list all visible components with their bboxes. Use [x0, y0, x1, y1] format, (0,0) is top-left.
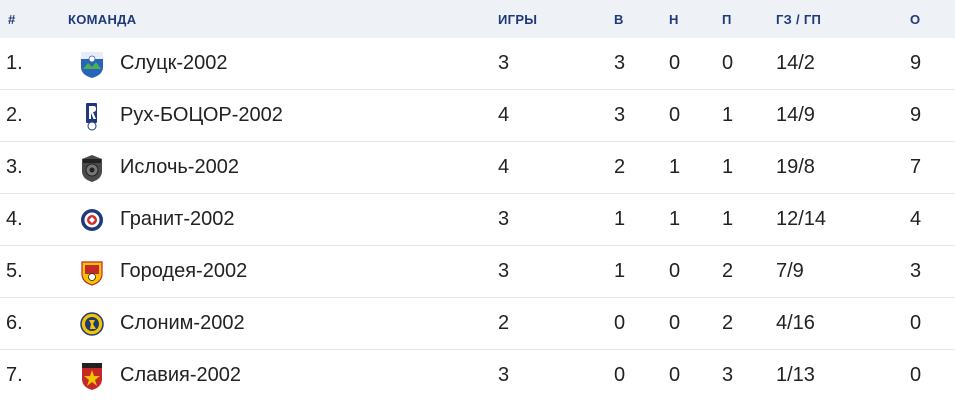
games-played: 4: [498, 104, 510, 126]
team-name[interactable]: Слуцк-2002: [120, 52, 228, 74]
draws: 1: [669, 156, 681, 178]
wins: 3: [614, 52, 626, 74]
goals: 1/13: [776, 364, 815, 386]
table-row[interactable]: 2. Рух-БОЦОР-2002 4 3 0 1 14/9 9: [0, 90, 955, 142]
losses: 3: [722, 364, 734, 386]
slavia-logo: [68, 361, 116, 391]
goals: 12/14: [776, 208, 827, 230]
points: 4: [910, 208, 922, 230]
header-losses[interactable]: П: [722, 11, 732, 27]
draws: 0: [669, 104, 681, 126]
team-name[interactable]: Слоним-2002: [120, 312, 245, 334]
draws: 0: [669, 312, 681, 334]
draws: 1: [669, 208, 681, 230]
losses: 2: [722, 312, 734, 334]
table-row[interactable]: 4. Гранит-2002 3 1 1 1 12/14 4: [0, 194, 955, 246]
header-team[interactable]: КОМАНДА: [68, 11, 137, 27]
row-position: 7.: [6, 364, 23, 386]
table-header: # КОМАНДА ИГРЫ В Н П ГЗ / ГП О: [0, 0, 955, 38]
losses: 2: [722, 260, 734, 282]
games-played: 4: [498, 156, 510, 178]
points: 0: [910, 364, 922, 386]
goals: 4/16: [776, 312, 815, 334]
points: 7: [910, 156, 922, 178]
losses: 1: [722, 104, 734, 126]
losses: 0: [722, 52, 734, 74]
row-position: 6.: [6, 312, 23, 334]
row-position: 3.: [6, 156, 23, 178]
row-position: 4.: [6, 208, 23, 230]
header-draws[interactable]: Н: [669, 11, 679, 27]
goals: 14/2: [776, 52, 815, 74]
rukh-logo: [68, 101, 116, 131]
team-name[interactable]: Гранит-2002: [120, 208, 235, 230]
granit-logo: [68, 205, 116, 235]
row-position: 5.: [6, 260, 23, 282]
header-position: #: [8, 11, 16, 27]
table-row[interactable]: 7. Славия-2002 3 0 0 3 1/13 0: [0, 350, 955, 401]
gorodeya-logo: [68, 257, 116, 287]
goals: 7/9: [776, 260, 804, 282]
slonim-logo: [68, 309, 116, 339]
games-played: 3: [498, 208, 510, 230]
games-played: 3: [498, 52, 510, 74]
team-name[interactable]: Рух-БОЦОР-2002: [120, 104, 283, 126]
draws: 0: [669, 52, 681, 74]
team-name[interactable]: Городея-2002: [120, 260, 248, 282]
wins: 1: [614, 208, 626, 230]
wins: 1: [614, 260, 626, 282]
draws: 0: [669, 364, 681, 386]
team-name[interactable]: Славия-2002: [120, 364, 242, 386]
games-played: 2: [498, 312, 510, 334]
points: 9: [910, 52, 922, 74]
isloch-logo: [68, 153, 116, 183]
wins: 0: [614, 312, 626, 334]
header-wins[interactable]: В: [614, 11, 624, 27]
row-position: 2.: [6, 104, 23, 126]
table-row[interactable]: 6. Слоним-2002 2 0 0 2 4/16 0: [0, 298, 955, 350]
games-played: 3: [498, 260, 510, 282]
row-position: 1.: [6, 52, 23, 74]
points: 9: [910, 104, 922, 126]
team-name[interactable]: Ислочь-2002: [120, 156, 239, 178]
points: 0: [910, 312, 922, 334]
table-row[interactable]: 5. Городея-2002 3 1 0 2 7/9 3: [0, 246, 955, 298]
losses: 1: [722, 208, 734, 230]
table-row[interactable]: 1. Слуцк-2002 3 3 0 0 14/2 9: [0, 38, 955, 90]
header-goals[interactable]: ГЗ / ГП: [776, 11, 822, 27]
header-games[interactable]: ИГРЫ: [498, 11, 538, 27]
draws: 0: [669, 260, 681, 282]
table-row[interactable]: 3. Ислочь-2002 4 2 1 1 19/8 7: [0, 142, 955, 194]
header-points[interactable]: О: [910, 11, 921, 27]
goals: 19/8: [776, 156, 815, 178]
goals: 14/9: [776, 104, 815, 126]
wins: 3: [614, 104, 626, 126]
wins: 0: [614, 364, 626, 386]
points: 3: [910, 260, 922, 282]
games-played: 3: [498, 364, 510, 386]
wins: 2: [614, 156, 626, 178]
slutsk-logo: [68, 49, 116, 79]
losses: 1: [722, 156, 734, 178]
